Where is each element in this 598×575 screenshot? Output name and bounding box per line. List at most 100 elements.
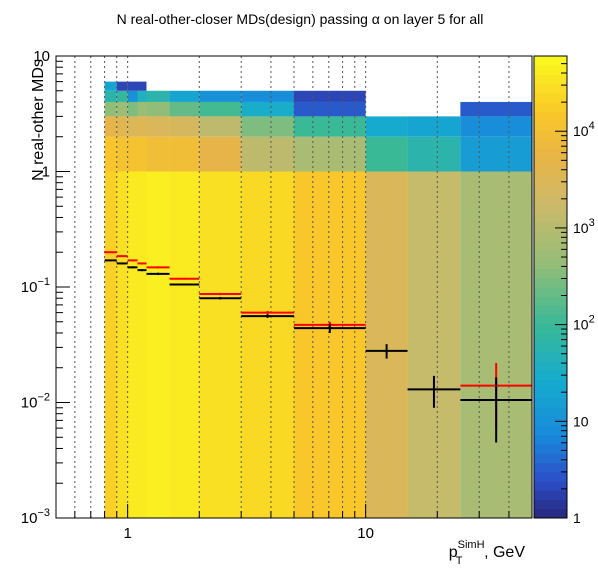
y-tick-label: 10 — [33, 48, 50, 65]
colorbar-segment — [534, 471, 567, 482]
colorbar-segment — [534, 120, 567, 131]
heatmap-cell — [169, 90, 200, 102]
colorbar-segment — [534, 102, 567, 112]
heatmap-cell — [127, 171, 138, 518]
colorbar-tick-label: 1 — [573, 510, 581, 526]
colorbar-segment — [534, 425, 567, 436]
heatmap-cell — [127, 136, 138, 172]
heatmap-cell — [116, 90, 128, 102]
heatmap-cell — [407, 136, 461, 172]
heatmap-cell — [169, 101, 200, 117]
colorbar-tick-label: 103 — [573, 217, 595, 236]
colorbar-segment — [534, 56, 567, 66]
colorbar-segment — [534, 194, 567, 205]
colorbar-segment — [534, 148, 567, 159]
colorbar-segment — [534, 268, 567, 279]
heatmap-cell — [169, 171, 200, 518]
y-axis-label: N real-other MDs — [30, 59, 47, 181]
heatmap-cell — [241, 136, 294, 172]
colorbar-segment — [534, 323, 567, 334]
heatmap-cell — [199, 101, 242, 117]
heatmap-cell — [127, 90, 138, 102]
heatmap-cell — [146, 116, 170, 137]
colorbar-segment — [534, 508, 567, 519]
heatmap-cell — [365, 116, 408, 137]
colorbar: 1 10 102 103 104 — [533, 55, 595, 526]
colorbar-segment — [534, 499, 567, 510]
colorbar-tick-label: 104 — [573, 120, 595, 139]
colorbar-segment — [534, 65, 567, 75]
colorbar-segment — [534, 388, 567, 399]
colorbar-segment — [534, 287, 567, 297]
x-axis-label: pSimH T, GeV — [449, 539, 526, 567]
heatmap-cell — [116, 136, 128, 172]
plot-area — [55, 55, 533, 519]
chart-title: N real-other-closer MDs(design) passing … — [117, 11, 484, 27]
colorbar-segment — [534, 314, 567, 325]
heatmap-cell — [127, 101, 138, 117]
heatmap-cell — [146, 136, 170, 172]
colorbar-segment — [534, 462, 567, 473]
colorbar-segment — [534, 83, 567, 94]
heatmap-cell — [199, 136, 242, 172]
heatmap-cell — [104, 136, 117, 172]
heatmap-cell — [137, 116, 147, 137]
heatmap-cell — [460, 171, 532, 518]
heatmap-cell — [169, 116, 200, 137]
y-axis: 10−3 10−2 10−1 1 10 — [21, 48, 70, 527]
heatmap-cell — [127, 116, 138, 137]
x-tick-label: 1 — [123, 525, 131, 542]
heatmap-cell — [137, 90, 147, 102]
colorbar-segment — [534, 490, 567, 501]
colorbar-segment — [534, 176, 567, 186]
colorbar-segment — [534, 185, 567, 196]
heatmap-cell — [199, 90, 242, 102]
heatmap-cell — [199, 171, 242, 518]
heatmap-cell — [241, 116, 294, 137]
heatmap-cell — [407, 116, 461, 137]
heatmap-cell — [199, 116, 242, 137]
heatmap-cell — [460, 116, 532, 137]
heatmap-cell — [104, 101, 117, 117]
heatmap-cell — [241, 101, 294, 117]
colorbar-segment — [534, 213, 567, 223]
y-tick-label: 10−2 — [21, 392, 50, 412]
heatmap-cell — [137, 136, 147, 172]
colorbar-segment — [534, 453, 567, 464]
colorbar-segment — [534, 397, 567, 408]
colorbar-segment — [534, 92, 567, 103]
colorbar-segment — [534, 74, 567, 85]
colorbar-tick-label: 102 — [573, 314, 595, 333]
heatmap-cell — [137, 171, 147, 518]
heatmap-cell — [127, 81, 138, 91]
colorbar-segment — [534, 416, 567, 427]
heatmap-cell — [460, 136, 532, 172]
y-tick-label: 10−3 — [21, 507, 50, 527]
heatmap-cell — [146, 101, 170, 117]
colorbar-segment — [534, 222, 567, 233]
heatmap-cell — [294, 90, 366, 102]
heatmap-cell — [116, 116, 128, 137]
colorbar-segment — [534, 129, 567, 140]
x-tick-label: 10 — [357, 525, 374, 542]
heatmap-cell — [137, 81, 147, 91]
colorbar-segment — [534, 481, 567, 491]
y-tick-label: 10−1 — [21, 276, 50, 296]
colorbar-frame — [533, 55, 568, 519]
heatmap-cell — [116, 171, 128, 518]
colorbar-segment — [534, 351, 567, 362]
x-axis: 1 10 — [55, 504, 533, 542]
colorbar-segment — [534, 203, 567, 214]
heatmap-cell — [104, 81, 117, 91]
colorbar-segment — [534, 370, 567, 380]
colorbar-segment — [534, 139, 567, 149]
heatmap-cell — [104, 171, 117, 518]
y-tick-label: 1 — [42, 164, 50, 181]
heatmap-cell — [137, 101, 147, 117]
heatmap-cell — [169, 136, 200, 172]
colorbar-segment — [534, 407, 567, 417]
colorbar-segment — [534, 166, 567, 177]
colorbar-segment — [534, 111, 567, 122]
colorbar-segment — [534, 277, 567, 288]
